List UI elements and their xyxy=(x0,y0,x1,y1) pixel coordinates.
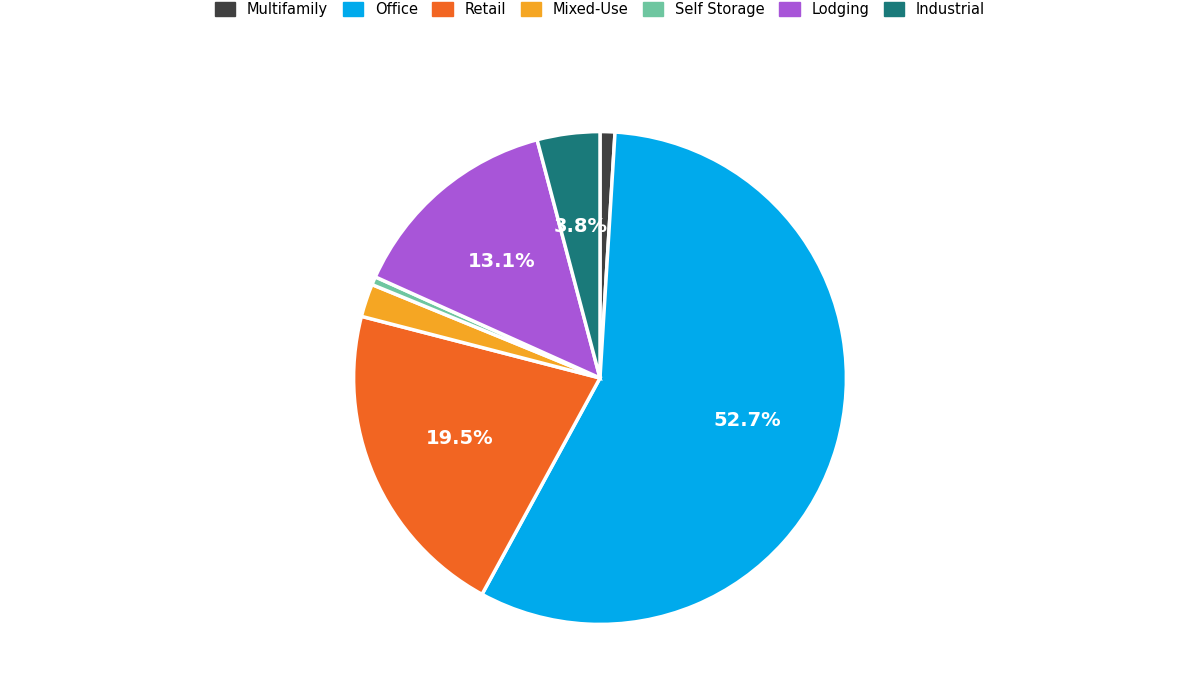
Wedge shape xyxy=(482,132,846,624)
Legend: Multifamily, Office, Retail, Mixed-Use, Self Storage, Lodging, Industrial: Multifamily, Office, Retail, Mixed-Use, … xyxy=(210,0,990,21)
Text: 3.8%: 3.8% xyxy=(553,217,607,236)
Wedge shape xyxy=(600,132,616,378)
Text: 52.7%: 52.7% xyxy=(713,411,781,430)
Text: 13.1%: 13.1% xyxy=(468,252,535,271)
Wedge shape xyxy=(372,277,600,378)
Wedge shape xyxy=(376,140,600,378)
Wedge shape xyxy=(361,285,600,378)
Text: 19.5%: 19.5% xyxy=(426,429,493,448)
Wedge shape xyxy=(538,132,600,378)
Wedge shape xyxy=(354,316,600,594)
